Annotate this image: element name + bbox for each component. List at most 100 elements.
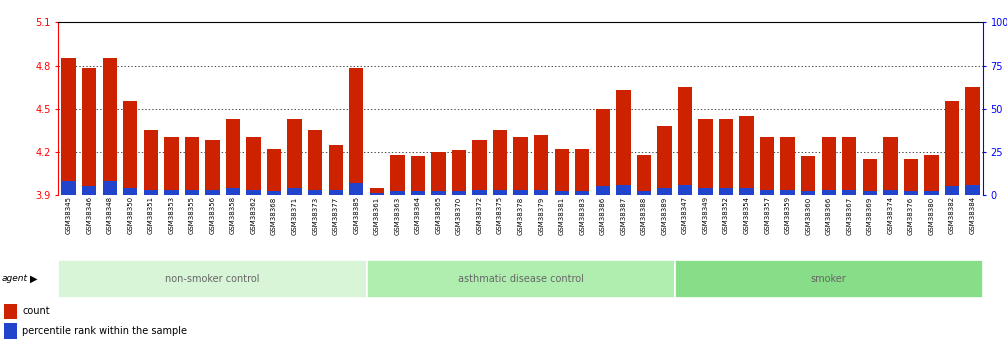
Bar xyxy=(903,159,918,195)
Bar xyxy=(431,191,446,195)
Bar xyxy=(719,119,733,195)
Bar xyxy=(801,156,816,195)
Bar xyxy=(472,140,486,195)
Bar xyxy=(514,190,528,195)
Bar xyxy=(61,58,76,195)
Bar xyxy=(308,190,322,195)
Bar xyxy=(431,152,446,195)
Bar xyxy=(328,190,343,195)
Bar xyxy=(287,188,302,195)
Bar xyxy=(123,188,138,195)
Bar xyxy=(103,58,117,195)
Bar xyxy=(370,188,384,195)
Text: asthmatic disease control: asthmatic disease control xyxy=(457,274,584,284)
Bar xyxy=(658,188,672,195)
Bar xyxy=(760,137,774,195)
Bar xyxy=(678,185,692,195)
Bar xyxy=(555,191,569,195)
Bar xyxy=(82,186,97,195)
Bar xyxy=(308,130,322,195)
Bar xyxy=(144,130,158,195)
Bar xyxy=(411,156,425,195)
Bar xyxy=(883,137,897,195)
Bar xyxy=(595,186,610,195)
FancyBboxPatch shape xyxy=(58,259,367,298)
Bar xyxy=(184,190,199,195)
Bar xyxy=(842,190,857,195)
FancyBboxPatch shape xyxy=(367,259,675,298)
Bar xyxy=(492,130,508,195)
Bar xyxy=(267,149,281,195)
Bar xyxy=(658,126,672,195)
Text: agent: agent xyxy=(2,274,28,283)
Bar xyxy=(492,190,508,195)
Bar xyxy=(636,155,652,195)
Bar xyxy=(924,191,939,195)
Bar xyxy=(883,190,897,195)
Bar xyxy=(390,155,405,195)
Text: smoker: smoker xyxy=(811,274,847,284)
Bar xyxy=(822,190,836,195)
Bar xyxy=(287,119,302,195)
Bar xyxy=(678,87,692,195)
Bar xyxy=(595,109,610,195)
Bar xyxy=(349,68,364,195)
Bar xyxy=(739,188,754,195)
Bar xyxy=(82,68,97,195)
Bar xyxy=(575,149,589,195)
Bar xyxy=(780,190,795,195)
Bar xyxy=(226,119,241,195)
Bar xyxy=(184,137,199,195)
Bar xyxy=(966,185,980,195)
Bar xyxy=(61,181,76,195)
Bar xyxy=(370,193,384,195)
Bar xyxy=(945,101,960,195)
Bar xyxy=(903,191,918,195)
Bar xyxy=(247,137,261,195)
Bar xyxy=(555,149,569,195)
FancyBboxPatch shape xyxy=(675,259,983,298)
Bar xyxy=(411,191,425,195)
Bar xyxy=(616,185,630,195)
Bar xyxy=(247,190,261,195)
Bar xyxy=(924,155,939,195)
Bar xyxy=(760,190,774,195)
Bar xyxy=(205,140,220,195)
Bar xyxy=(390,191,405,195)
Bar xyxy=(164,137,178,195)
Bar xyxy=(164,190,178,195)
Bar xyxy=(966,87,980,195)
Bar xyxy=(144,190,158,195)
Bar xyxy=(780,137,795,195)
Bar xyxy=(123,101,138,195)
Bar xyxy=(103,181,117,195)
Bar xyxy=(267,191,281,195)
Text: count: count xyxy=(22,306,49,316)
Bar xyxy=(452,150,466,195)
Bar xyxy=(472,190,486,195)
Bar xyxy=(698,188,713,195)
Bar xyxy=(842,137,857,195)
Bar xyxy=(822,137,836,195)
Text: ▶: ▶ xyxy=(30,274,37,284)
Bar xyxy=(534,135,549,195)
Bar xyxy=(945,186,960,195)
Bar xyxy=(863,191,877,195)
Bar xyxy=(575,191,589,195)
Text: percentile rank within the sample: percentile rank within the sample xyxy=(22,326,187,336)
Bar xyxy=(226,188,241,195)
Bar xyxy=(452,191,466,195)
Bar xyxy=(328,145,343,195)
Bar xyxy=(349,183,364,195)
Bar xyxy=(801,191,816,195)
Bar xyxy=(205,190,220,195)
Bar xyxy=(863,159,877,195)
Bar xyxy=(514,137,528,195)
Bar xyxy=(636,191,652,195)
Bar xyxy=(616,90,630,195)
Bar xyxy=(739,116,754,195)
Bar xyxy=(698,119,713,195)
Text: non-smoker control: non-smoker control xyxy=(165,274,260,284)
Bar xyxy=(534,190,549,195)
Bar xyxy=(719,188,733,195)
